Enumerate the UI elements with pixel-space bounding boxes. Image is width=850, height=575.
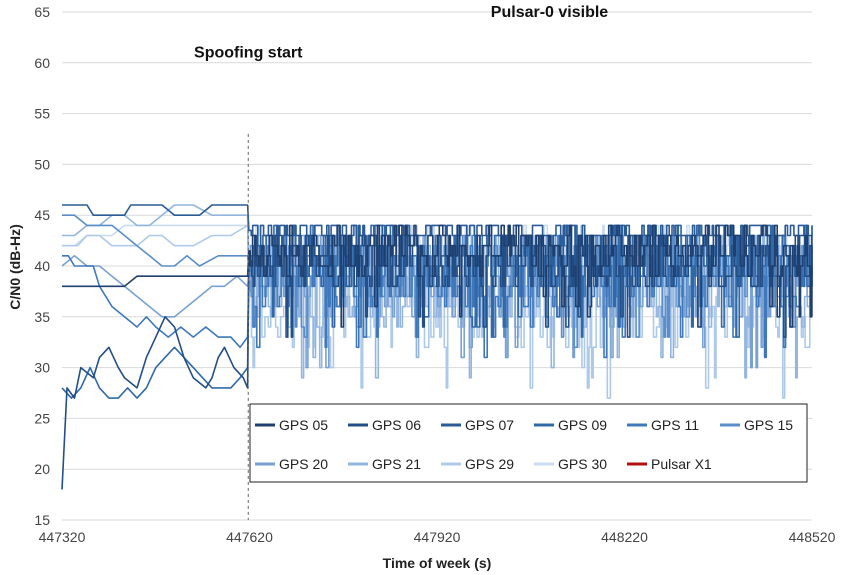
x-tick-label: 447920: [414, 529, 461, 545]
x-axis-title: Time of week (s): [383, 555, 492, 571]
legend-label: GPS 21: [372, 456, 421, 472]
series-line: [62, 224, 813, 328]
x-tick-label: 447320: [39, 529, 86, 545]
y-tick-label: 50: [34, 156, 50, 172]
legend-label: GPS 15: [744, 417, 793, 433]
y-tick-label: 60: [34, 55, 50, 71]
legend-label: GPS 11: [651, 417, 699, 433]
legend-label: GPS 09: [558, 417, 607, 433]
y-tick-label: 15: [34, 512, 50, 528]
legend-label: GPS 05: [279, 417, 328, 433]
y-tick-label: 55: [34, 106, 50, 122]
y-tick-label: 25: [34, 410, 50, 426]
y-tick-label: 20: [34, 461, 50, 477]
legend-label: GPS 07: [465, 417, 514, 433]
legend-label: GPS 20: [279, 456, 328, 472]
legend-box: [249, 403, 808, 483]
y-tick-label: 40: [34, 258, 50, 274]
y-axis-ticks: 15 20 25 30 35 40 45 50 55 60 65: [34, 4, 50, 528]
series-lines: [61, 204, 813, 490]
legend-label: GPS 30: [558, 456, 607, 472]
legend: GPS 05 GPS 06 GPS 07 GPS 09 GPS 11 GPS 15 GPS …: [249, 403, 808, 483]
x-axis-ticks: 447320 447620 447920 448220 448520: [39, 529, 836, 545]
annotations: Spoofing start Pulsar-0 visible: [194, 4, 608, 62]
legend-label: GPS 06: [372, 417, 421, 433]
legend-label: Pulsar X1: [651, 456, 712, 472]
x-tick-label: 448520: [789, 529, 836, 545]
x-tick-label: 448220: [601, 529, 648, 545]
y-tick-label: 45: [34, 207, 50, 223]
annotation-label: Pulsar-0 visible: [491, 4, 608, 21]
x-tick-label: 447620: [226, 529, 273, 545]
annotation-label: Spoofing start: [194, 45, 303, 62]
y-tick-label: 30: [34, 360, 50, 376]
legend-label: GPS 29: [465, 456, 514, 472]
y-axis-title: C/N0 (dB-Hz): [7, 224, 23, 310]
y-tick-label: 35: [34, 309, 50, 325]
y-tick-label: 65: [34, 4, 50, 20]
